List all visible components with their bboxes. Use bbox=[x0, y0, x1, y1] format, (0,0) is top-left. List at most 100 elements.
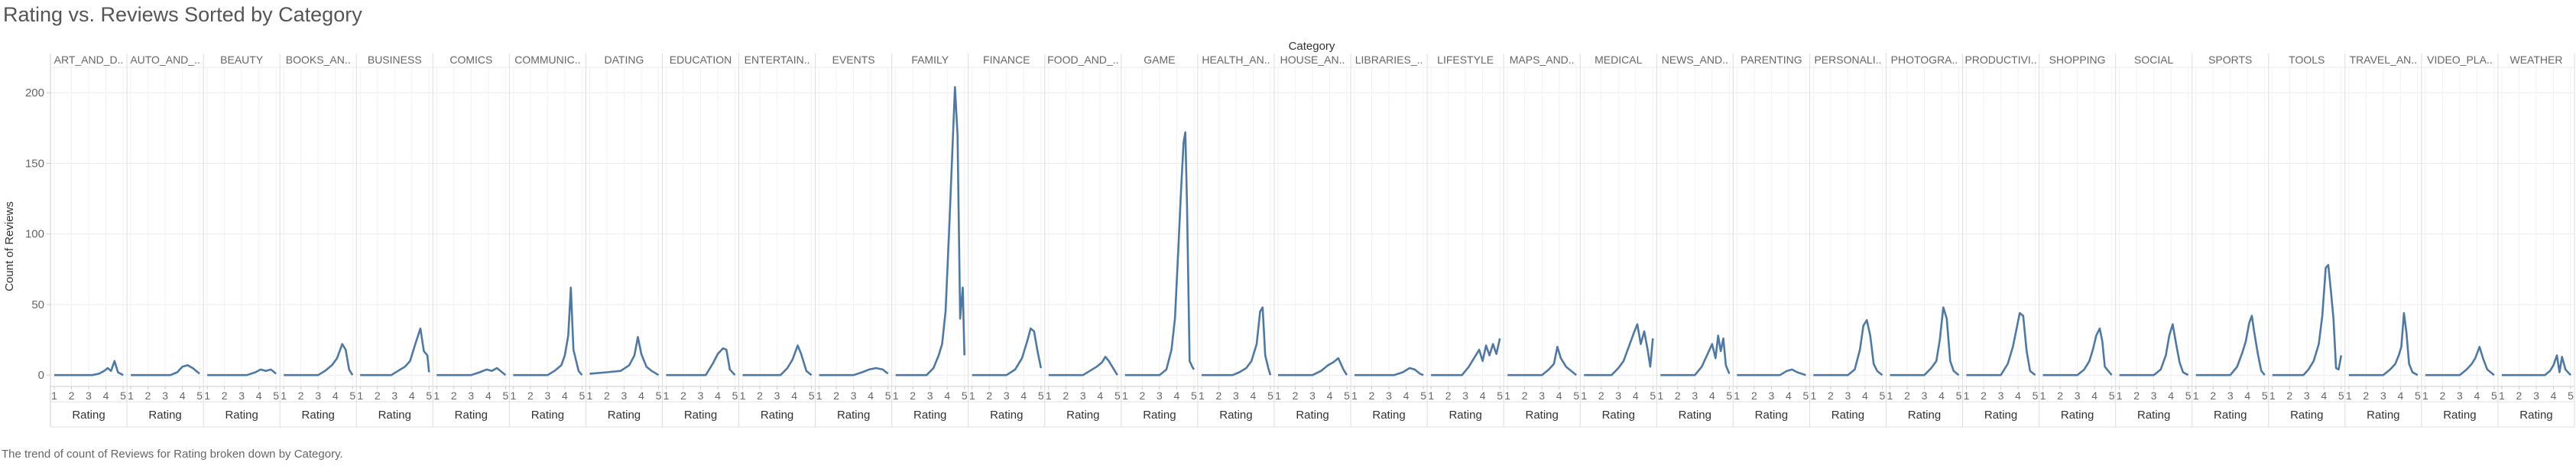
x-tick-label: 5 bbox=[1497, 389, 1503, 402]
x-axis-label: Rating bbox=[2214, 409, 2247, 422]
x-tick-label: 1 bbox=[1428, 389, 1434, 402]
series-line bbox=[2348, 311, 2419, 376]
x-tick-label: 2 bbox=[2057, 389, 2063, 402]
x-tick-label: 5 bbox=[1650, 389, 1656, 402]
series-line bbox=[284, 343, 354, 376]
series-line bbox=[1048, 356, 1118, 376]
x-axis-label: Rating bbox=[1219, 409, 1252, 422]
x-tick-label: 5 bbox=[2262, 389, 2268, 402]
x-axis-label: Rating bbox=[1526, 409, 1559, 422]
x-tick-label: 2 bbox=[69, 389, 75, 402]
x-axis-label: Rating bbox=[2290, 409, 2323, 422]
category-header: DATING bbox=[605, 54, 644, 66]
category-header: VIDEO_PLA.. bbox=[2427, 54, 2493, 66]
x-tick-label: 5 bbox=[732, 389, 738, 402]
x-tick-label: 5 bbox=[1114, 389, 1121, 402]
category-header: TOOLS bbox=[2289, 54, 2325, 66]
x-tick-label: 2 bbox=[986, 389, 992, 402]
x-tick-label: 1 bbox=[2040, 389, 2046, 402]
x-tick-label: 4 bbox=[2474, 389, 2480, 402]
x-tick-label: 2 bbox=[1522, 389, 1528, 402]
x-tick-label: 1 bbox=[740, 389, 746, 402]
x-tick-label: 3 bbox=[1004, 389, 1010, 402]
x-tick-label: 2 bbox=[1828, 389, 1834, 402]
x-tick-label: 5 bbox=[1573, 389, 1579, 402]
x-axis-label: Rating bbox=[2137, 409, 2170, 422]
x-tick-label: 2 bbox=[2516, 389, 2522, 402]
series-line bbox=[1660, 334, 1731, 376]
x-axis-label: Rating bbox=[1602, 409, 1635, 422]
x-tick-label: 4 bbox=[1862, 389, 1868, 402]
x-tick-label: 4 bbox=[485, 389, 492, 402]
category-header: PERSONALI.. bbox=[1814, 54, 1881, 66]
category-header: BEAUTY bbox=[220, 54, 264, 66]
x-tick-label: 4 bbox=[638, 389, 644, 402]
x-axis-label: Rating bbox=[1066, 409, 1099, 422]
x-tick-label: 4 bbox=[180, 389, 186, 402]
x-tick-label: 4 bbox=[2397, 389, 2403, 402]
x-axis-label: Rating bbox=[1372, 409, 1405, 422]
x-tick-label: 4 bbox=[2091, 389, 2097, 402]
series-line bbox=[2195, 314, 2266, 376]
x-tick-label: 3 bbox=[391, 389, 397, 402]
category-header: FINANCE bbox=[983, 54, 1030, 66]
x-tick-label: 5 bbox=[809, 389, 815, 402]
x-tick-label: 3 bbox=[1157, 389, 1163, 402]
category-header: GAME bbox=[1144, 54, 1175, 66]
category-header: PARENTING bbox=[1741, 54, 1802, 66]
series-line bbox=[742, 344, 813, 376]
series-line bbox=[1890, 306, 1960, 376]
category-header: NEWS_AND.. bbox=[1662, 54, 1728, 66]
x-tick-label: 3 bbox=[2380, 389, 2386, 402]
x-tick-label: 3 bbox=[1309, 389, 1316, 402]
x-tick-label: 3 bbox=[621, 389, 628, 402]
panel-frames bbox=[50, 54, 2575, 428]
y-tick-label: 150 bbox=[25, 157, 44, 170]
x-tick-label: 1 bbox=[1046, 389, 1052, 402]
x-tick-label: 2 bbox=[2363, 389, 2369, 402]
category-header: WEATHER bbox=[2509, 54, 2562, 66]
x-tick-label: 1 bbox=[1122, 389, 1128, 402]
x-tick-label: 1 bbox=[51, 389, 57, 402]
category-header: HOUSE_AN.. bbox=[1280, 54, 1345, 66]
x-tick-label: 2 bbox=[1216, 389, 1222, 402]
x-tick-label: 1 bbox=[2422, 389, 2428, 402]
series-line bbox=[2119, 323, 2189, 376]
x-axis-label: Rating bbox=[1984, 409, 2017, 422]
x-tick-label: 5 bbox=[2491, 389, 2497, 402]
x-tick-label: 3 bbox=[1462, 389, 1468, 402]
x-tick-label: 3 bbox=[544, 389, 550, 402]
x-tick-label: 4 bbox=[1480, 389, 1486, 402]
x-tick-label: 5 bbox=[1726, 389, 1732, 402]
x-tick-label: 3 bbox=[1768, 389, 1774, 402]
x-axis-label: Rating bbox=[2367, 409, 2399, 422]
x-tick-label: 5 bbox=[349, 389, 355, 402]
y-tick-label: 100 bbox=[25, 228, 44, 241]
series-line bbox=[360, 328, 430, 376]
category-header: SHOPPING bbox=[2049, 54, 2106, 66]
x-tick-label: 1 bbox=[1351, 389, 1358, 402]
x-axis-label: Rating bbox=[302, 409, 335, 422]
x-tick-label: 5 bbox=[1038, 389, 1044, 402]
series-line bbox=[1966, 311, 2036, 376]
x-tick-label: 5 bbox=[2033, 389, 2039, 402]
x-tick-label: 3 bbox=[1539, 389, 1545, 402]
x-axis-label: Rating bbox=[455, 409, 488, 422]
category-header: ENTERTAIN.. bbox=[745, 54, 810, 66]
x-tick-label: 4 bbox=[1556, 389, 1562, 402]
x-axis-label: Rating bbox=[1143, 409, 1176, 422]
x-tick-label: 1 bbox=[1581, 389, 1587, 402]
x-tick-label: 5 bbox=[962, 389, 968, 402]
x-tick-label: 2 bbox=[527, 389, 534, 402]
x-tick-label: 2 bbox=[1904, 389, 1910, 402]
x-axis-label: Rating bbox=[1831, 409, 1864, 422]
column-header: Category bbox=[1289, 40, 1335, 53]
series-line bbox=[436, 367, 507, 376]
x-tick-label: 4 bbox=[1251, 389, 1257, 402]
category-header: ART_AND_D.. bbox=[54, 54, 124, 66]
series-line bbox=[1584, 323, 1654, 376]
y-tick-label: 50 bbox=[31, 298, 44, 311]
x-tick-label: 3 bbox=[162, 389, 168, 402]
x-tick-label: 3 bbox=[2457, 389, 2463, 402]
